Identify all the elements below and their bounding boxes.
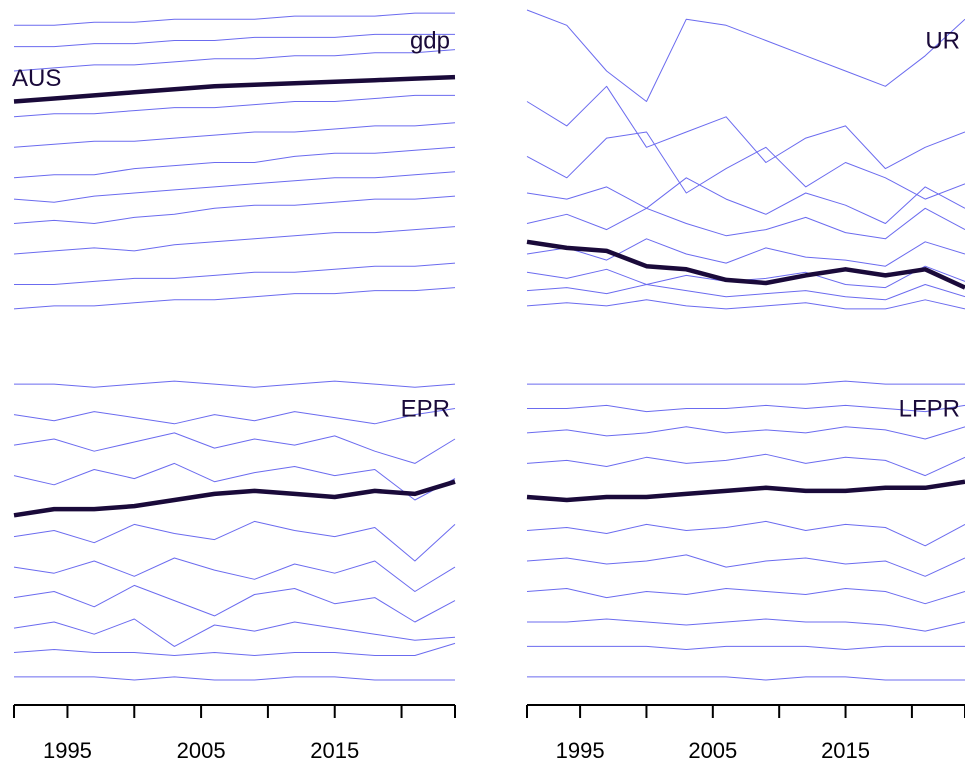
series-line (526, 265, 965, 289)
highlight-line (526, 479, 965, 503)
series-label: AUS (12, 65, 61, 92)
highlight-line (13, 479, 456, 518)
x-tick-label: 2015 (821, 738, 870, 763)
series-line (13, 146, 456, 179)
series-line (526, 9, 965, 102)
series-line (14, 262, 456, 285)
series-line (13, 557, 456, 592)
series-line (526, 453, 965, 477)
series-line (14, 380, 456, 388)
series-line (526, 520, 965, 547)
series-line (527, 380, 965, 385)
series-line (526, 588, 965, 605)
series-line (527, 618, 965, 632)
series-line (526, 177, 965, 224)
series-line (526, 554, 965, 577)
series-line (13, 287, 456, 310)
x-tick-label: 2015 (310, 738, 359, 763)
series-line (526, 238, 965, 267)
series-line (13, 520, 456, 562)
series-line (526, 426, 965, 440)
series-line (527, 676, 965, 681)
panel-title: LFPR (899, 395, 960, 422)
x-tick-label: 1995 (556, 738, 605, 763)
x-tick-label: 1995 (43, 738, 92, 763)
series-line (526, 207, 965, 240)
series-line (14, 12, 455, 26)
series-line (526, 131, 965, 200)
series-line (527, 645, 965, 650)
series-line (13, 49, 456, 72)
panel-title: UR (925, 27, 960, 54)
x-tick-label: 2005 (177, 738, 226, 763)
series-line (526, 284, 965, 301)
series-line (13, 432, 456, 464)
panel-title: gdp (410, 27, 450, 54)
series-line (526, 85, 965, 170)
series-line (14, 676, 455, 681)
series-line (13, 226, 456, 255)
series-line (13, 462, 456, 501)
highlight-line (13, 74, 456, 104)
series-line (13, 618, 456, 647)
series-line (13, 408, 456, 425)
x-tick-label: 2005 (688, 738, 737, 763)
series-line (13, 195, 456, 224)
series-line (13, 122, 456, 148)
series-line (13, 642, 456, 656)
panel-title: EPR (401, 395, 450, 422)
series-line (13, 171, 456, 203)
series-line (14, 33, 455, 48)
series-line (13, 584, 456, 623)
series-line (13, 94, 455, 118)
series-line (526, 299, 965, 310)
highlight-line (526, 239, 965, 290)
series-line (527, 404, 965, 413)
